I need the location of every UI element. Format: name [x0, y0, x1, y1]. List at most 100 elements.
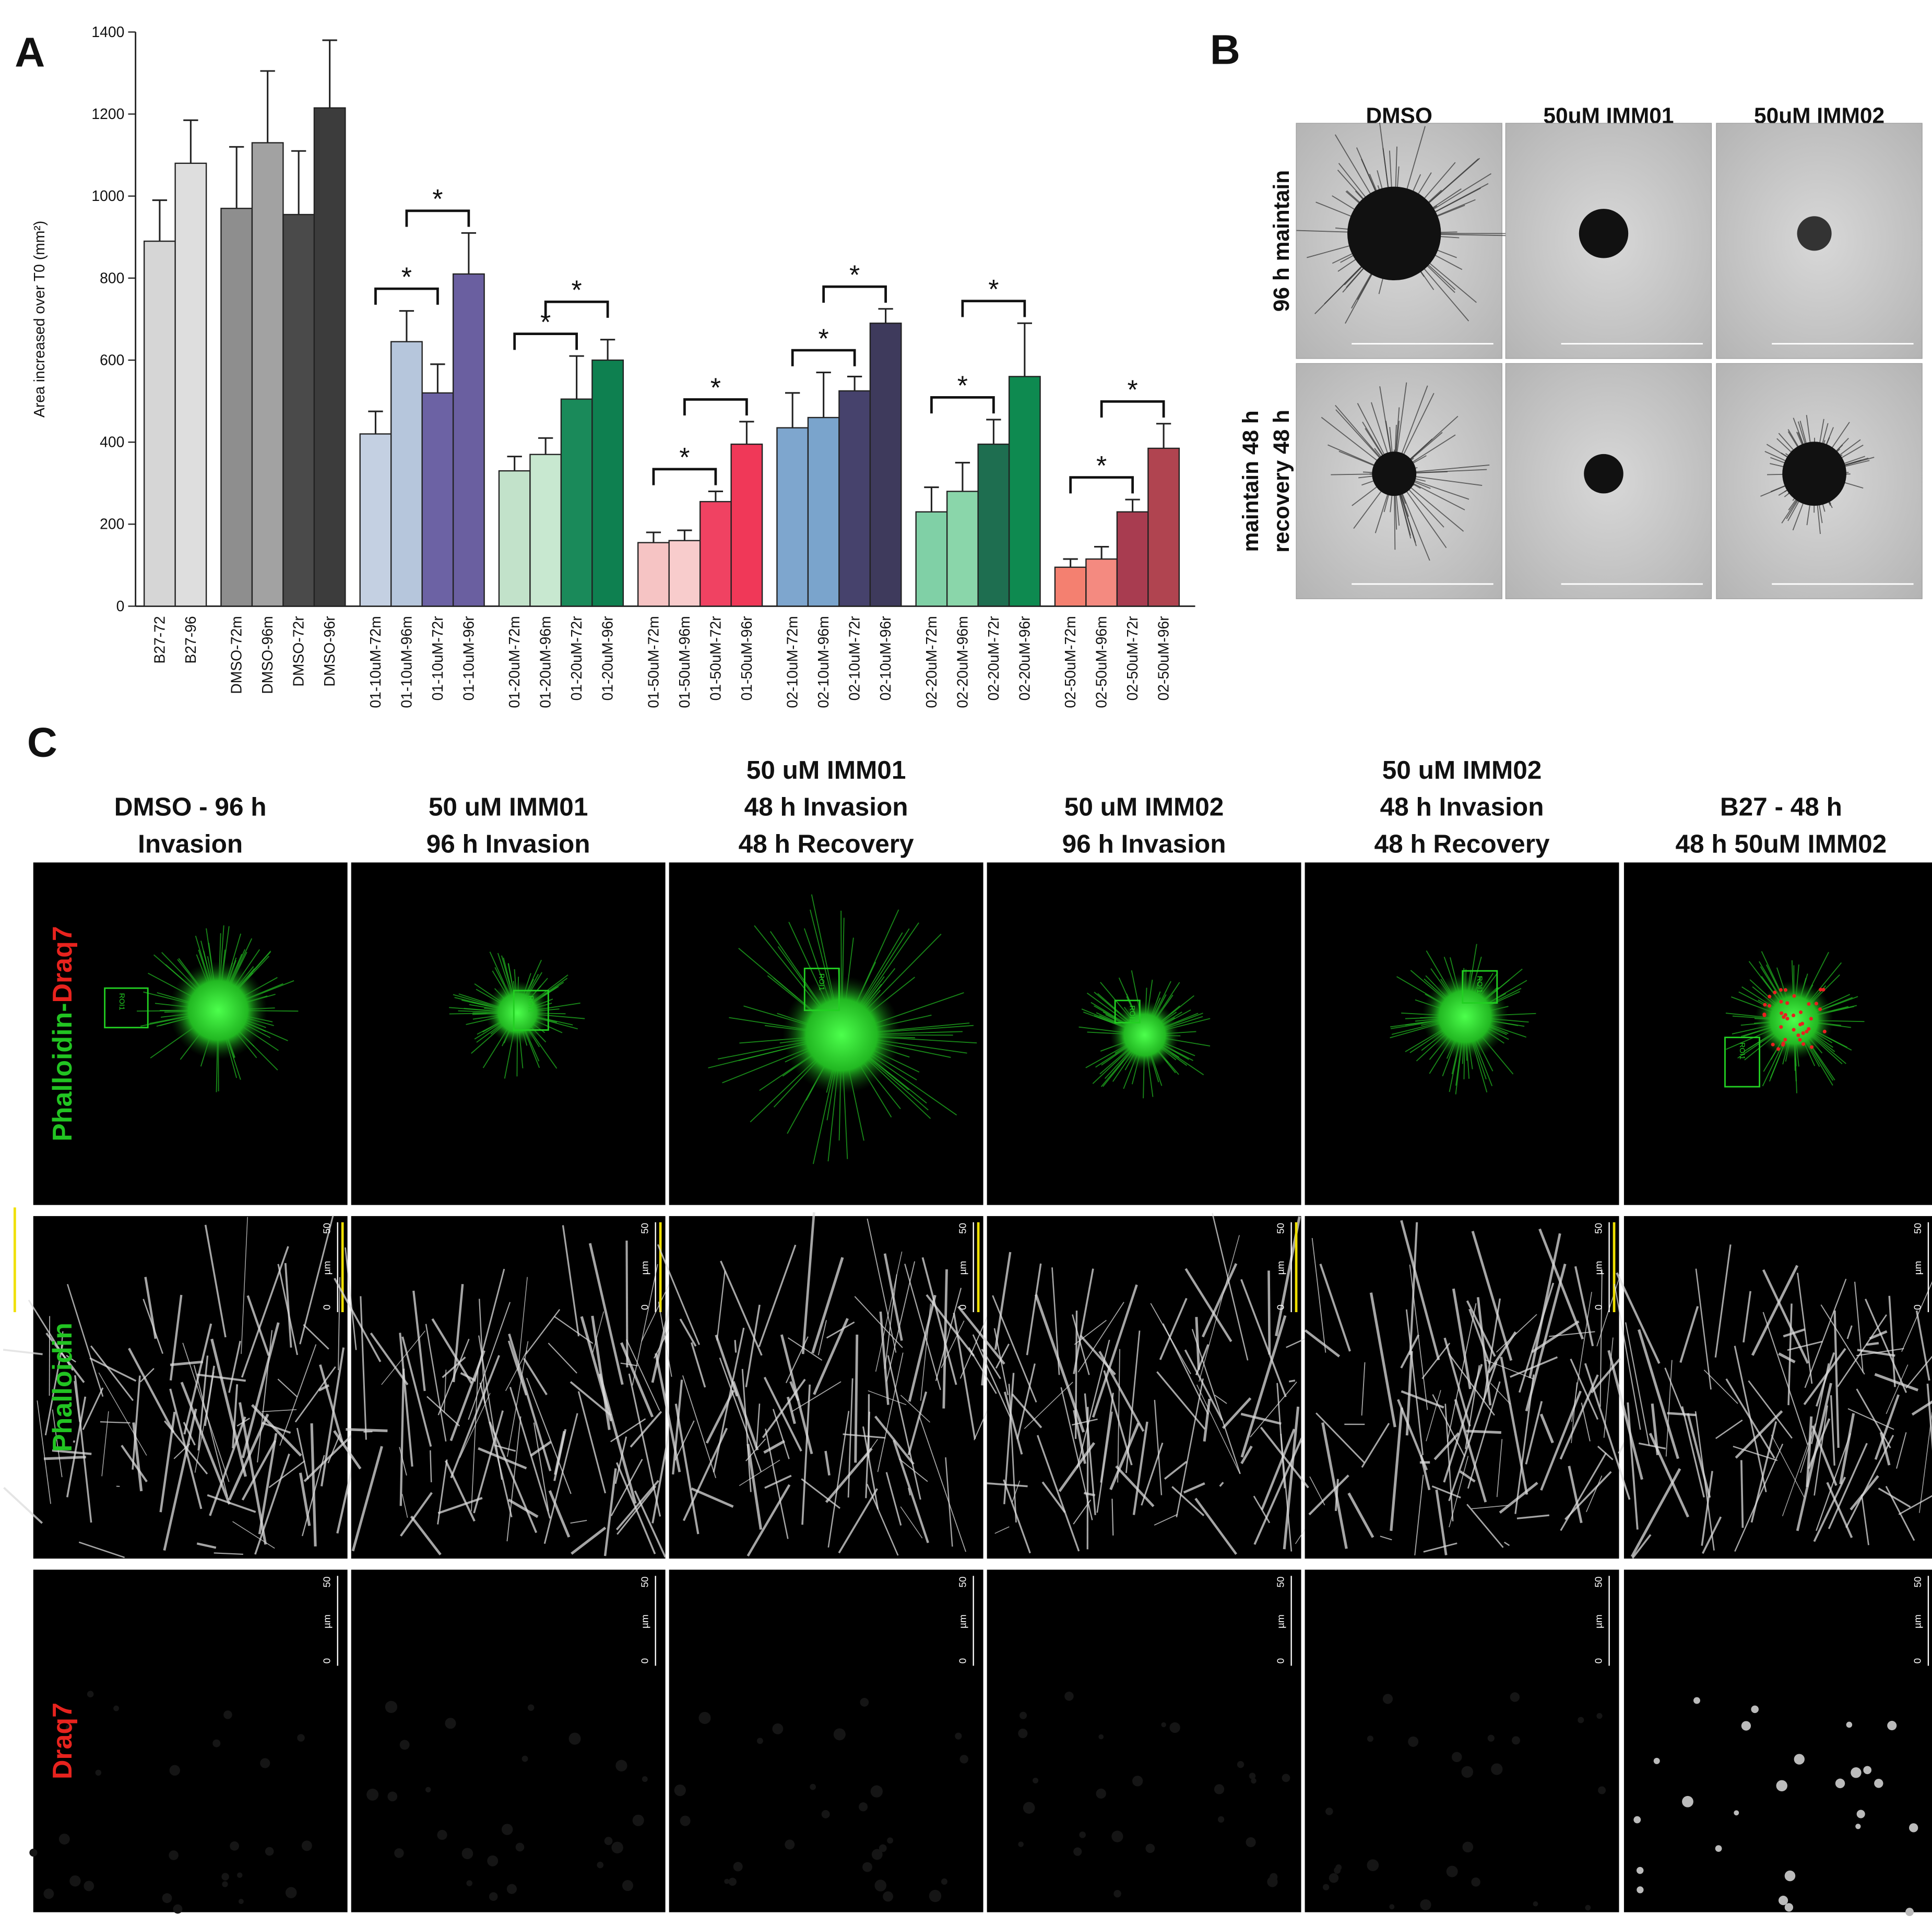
scale-label: 0: [1275, 1658, 1286, 1664]
dead-cell: [1779, 988, 1783, 992]
actin-fiber: [562, 1225, 580, 1337]
significance-label: *: [432, 184, 443, 215]
actin-fiber: [1597, 1445, 1614, 1460]
actin-fiber: [425, 1324, 447, 1442]
actin-fiber: [296, 1428, 309, 1480]
actin-fiber: [509, 1387, 551, 1519]
actin-fiber: [459, 1393, 491, 1458]
bar: [776, 427, 809, 607]
nucleus: [1909, 1823, 1918, 1833]
actin-fiber: [879, 1311, 890, 1405]
actin-fiber: [1250, 1381, 1297, 1437]
nucleus: [632, 1814, 644, 1826]
x-tick-label: 01-10uM-72m: [368, 616, 384, 708]
actin-fiber: [277, 1378, 298, 1398]
nucleus: [1018, 1728, 1028, 1739]
bar: [869, 323, 902, 607]
spheroid: [1421, 973, 1509, 1060]
actin-fiber: [1100, 1393, 1114, 1483]
actin-fiber: [690, 1342, 706, 1388]
roi-label: ROI1: [1475, 976, 1484, 993]
actin-fiber: [854, 1335, 859, 1463]
actin-fiber: [1011, 1393, 1042, 1429]
nucleus: [466, 1880, 472, 1886]
actin-fiber: [908, 1294, 937, 1402]
actin-fiber: [838, 1488, 878, 1554]
actin-fiber: [1443, 1337, 1471, 1427]
actin-fiber: [1638, 1329, 1679, 1459]
bar: [668, 540, 701, 607]
actin-fiber: [450, 1355, 500, 1479]
scale-label: 50: [958, 1577, 969, 1588]
actin-fiber: [1447, 1303, 1477, 1442]
actin-fiber: [1734, 1443, 1784, 1552]
actin-fiber: [1449, 1456, 1469, 1528]
actin-fiber: [1380, 1536, 1392, 1541]
actin-fiber: [204, 1224, 227, 1338]
significance-label: *: [710, 373, 721, 403]
actin-fiber: [1171, 1486, 1205, 1516]
spheroid: [1782, 442, 1846, 506]
nucleus: [674, 1784, 686, 1797]
actin-fiber: [1898, 1495, 1932, 1515]
nucleus: [833, 1728, 846, 1741]
actin-fiber: [1115, 1465, 1155, 1507]
significance-bracket: [652, 468, 717, 485]
nucleus: [29, 1848, 38, 1857]
bar: [143, 240, 176, 607]
nucleus: [527, 1704, 535, 1711]
actin-fiber: [437, 1459, 448, 1525]
actin-fiber: [1874, 1373, 1918, 1391]
actin-fiber: [261, 1409, 297, 1412]
actin-fiber: [972, 1334, 1012, 1420]
nucleus: [879, 1844, 887, 1852]
nucleus: [1846, 1721, 1853, 1728]
nucleus: [1367, 1735, 1373, 1742]
bar: [421, 392, 454, 607]
actin-fiber: [140, 1367, 155, 1383]
actin-fiber: [182, 1342, 230, 1482]
actin-fiber: [239, 1402, 267, 1545]
bar: [977, 443, 1010, 607]
actin-fiber: [614, 1436, 627, 1484]
spheroid: [1347, 186, 1441, 281]
actin-fiber: [1911, 1400, 1932, 1416]
bar: [1054, 566, 1087, 607]
actin-fiber: [473, 1410, 504, 1514]
nucleus: [1246, 1837, 1256, 1848]
x-tick-label: 02-20uM-96r: [1016, 616, 1033, 700]
dead-cell: [1762, 1013, 1767, 1017]
bar: [390, 341, 423, 607]
actin-fiber: [1560, 1452, 1607, 1531]
scale-label: µm: [1275, 1614, 1286, 1628]
actin-fiber: [517, 1277, 528, 1371]
actin-fiber: [942, 1269, 948, 1409]
nucleus: [1018, 1841, 1024, 1847]
actin-fiber: [570, 1381, 612, 1417]
actin-fiber: [957, 1305, 1005, 1365]
actin-fiber: [1405, 1351, 1413, 1436]
actin-fiber: [1154, 1514, 1178, 1526]
actin-fiber: [1212, 1213, 1249, 1361]
actin-fiber: [1787, 1340, 1823, 1351]
actin-fiber: [1156, 1371, 1206, 1430]
nucleus: [521, 1755, 528, 1762]
dead-cell: [1792, 1013, 1796, 1017]
bar: [220, 208, 253, 607]
actin-fiber: [824, 1450, 831, 1476]
nucleus: [642, 1776, 648, 1782]
actin-fiber: [847, 1378, 854, 1498]
confocal-image: [987, 1569, 1301, 1912]
nucleus: [883, 1891, 893, 1902]
panel-label: B: [1210, 27, 1240, 74]
actin-fiber: [214, 1552, 243, 1555]
actin-fiber: [1414, 1474, 1424, 1556]
actin-fiber: [299, 1472, 311, 1526]
nucleus: [871, 1849, 883, 1860]
nucleus: [265, 1847, 274, 1856]
nucleus: [1487, 1734, 1495, 1742]
actin-fiber: [1240, 1315, 1287, 1458]
nucleus: [1334, 1867, 1341, 1874]
actin-fiber: [1614, 1283, 1641, 1430]
actin-fiber: [399, 1333, 413, 1467]
